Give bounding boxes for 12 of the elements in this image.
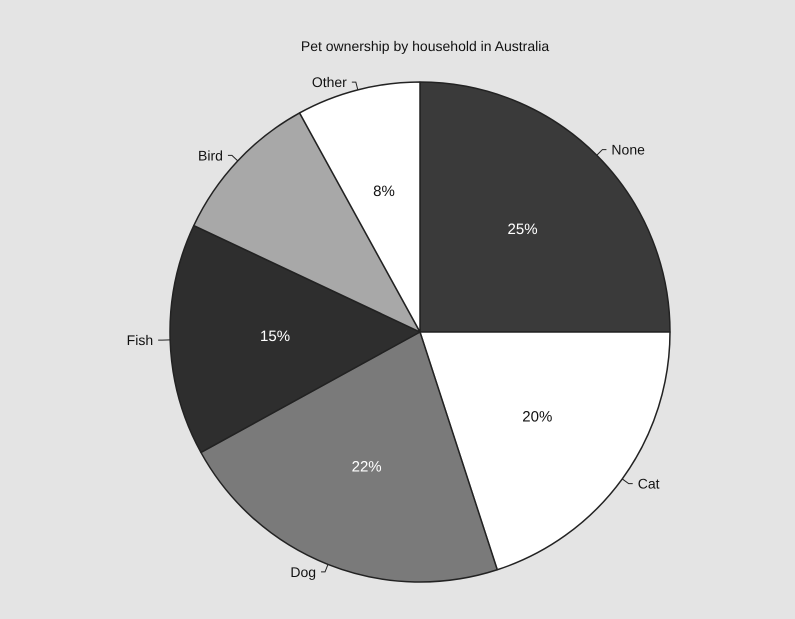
- slice-label: Bird: [198, 147, 223, 164]
- chart-title: Pet ownership by household in Australia: [300, 38, 550, 54]
- slice-label: Fish: [126, 332, 154, 348]
- slice-label: None: [611, 142, 646, 158]
- data-label: 8%: [373, 183, 395, 200]
- slice-label: Cat: [638, 476, 660, 492]
- data-label: 25%: [508, 220, 538, 238]
- data-label: 15%: [260, 328, 290, 346]
- slice-label: Dog: [290, 564, 316, 580]
- data-label: 22%: [352, 458, 382, 476]
- slice-label: Other: [312, 74, 348, 90]
- data-label: 20%: [522, 408, 552, 426]
